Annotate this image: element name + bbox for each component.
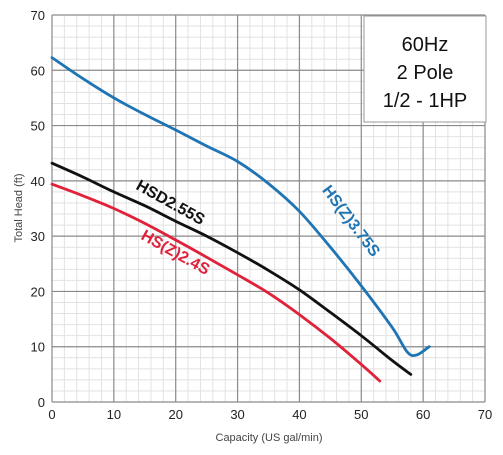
y-tick-label: 10: [31, 340, 45, 355]
y-axis-label: Total Head (ft): [13, 173, 25, 242]
info-line-power: 1/2 - 1HP: [383, 90, 467, 112]
x-tick-label: 70: [478, 407, 492, 422]
info-line-poles: 2 Pole: [397, 62, 454, 84]
series-line-0: [50, 56, 431, 358]
x-tick-label: 0: [48, 407, 55, 422]
x-tick-label: 60: [416, 407, 430, 422]
series-lines: [50, 56, 431, 383]
x-axis-label: Capacity (US gal/min): [216, 432, 323, 444]
info-line-frequency: 60Hz: [402, 34, 449, 56]
y-tick-label: 40: [31, 174, 45, 189]
x-tick-label: 30: [230, 407, 244, 422]
y-axis-ticks: 0 10 20 30 40 50 60 70: [31, 8, 45, 410]
y-tick-label: 20: [31, 284, 45, 299]
x-axis-ticks: 0 10 20 30 40 50 60 70: [48, 407, 492, 422]
y-tick-label: 50: [31, 119, 45, 134]
x-tick-label: 40: [292, 407, 306, 422]
major-grid: [51, 14, 486, 403]
y-tick-label: 60: [31, 63, 45, 78]
series-line-2: [50, 182, 382, 383]
x-tick-label: 20: [168, 407, 182, 422]
series-line-1: [50, 161, 413, 376]
y-tick-label: 0: [38, 395, 45, 410]
y-tick-label: 30: [31, 229, 45, 244]
x-tick-label: 50: [354, 407, 368, 422]
x-tick-label: 10: [107, 407, 121, 422]
info-box: 60Hz 2 Pole 1/2 - 1HP: [363, 15, 487, 123]
info-box-border: [363, 15, 487, 123]
y-tick-label: 70: [31, 8, 45, 23]
minor-grid: [52, 15, 485, 402]
